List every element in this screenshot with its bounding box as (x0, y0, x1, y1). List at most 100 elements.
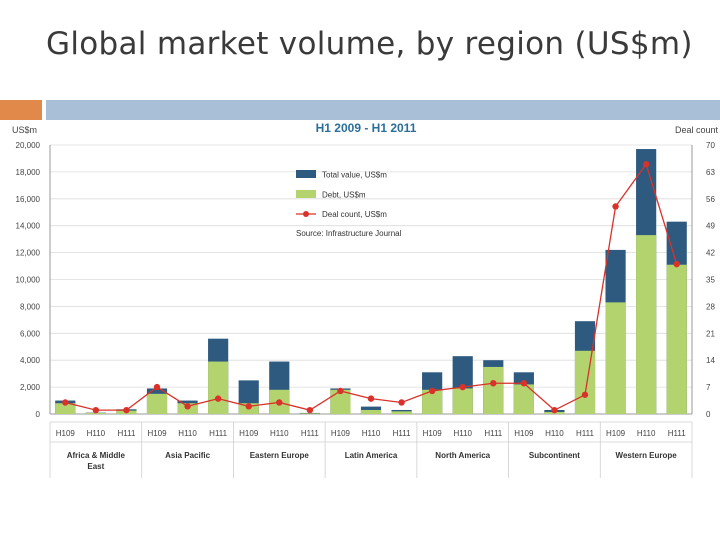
bar-debt (85, 412, 106, 414)
bar-debt (299, 413, 320, 414)
x-tick-label: H109 (423, 429, 443, 438)
bar-debt (391, 411, 412, 414)
y-tick-label: 2,000 (20, 383, 41, 392)
bar-debt (636, 235, 657, 414)
x-tick-label: H111 (484, 429, 502, 438)
point-deal-count (642, 161, 650, 168)
point-deal-count (184, 403, 191, 410)
point-deal-count (459, 383, 466, 391)
x-tick-label: H111 (393, 429, 411, 438)
point-deal-count (62, 399, 69, 406)
point-deal-count (153, 383, 161, 391)
x-tick-label: H111 (209, 429, 227, 438)
bar-debt (574, 350, 596, 414)
bar-debt (452, 388, 473, 414)
bar-debt (146, 393, 168, 414)
y2-tick-label: 42 (706, 249, 715, 258)
x-tick-label: H111 (576, 429, 594, 438)
point-deal-count (490, 380, 497, 387)
point-deal-count (520, 380, 528, 387)
group-label-line-2: East (87, 462, 104, 471)
y-tick-label: 6,000 (20, 329, 41, 338)
y2-tick-label: 14 (706, 356, 715, 365)
x-tick-label: H109 (606, 429, 626, 438)
x-tick-label: H110 (270, 429, 289, 438)
y-tick-label: 8,000 (20, 302, 41, 311)
x-tick-label: H110 (178, 429, 197, 438)
point-deal-count (581, 391, 589, 398)
y-tick-label: 14,000 (16, 222, 41, 231)
legend-swatch-total (296, 170, 316, 178)
point-deal-count (123, 406, 130, 414)
y2-tick-label: 35 (706, 276, 715, 285)
point-deal-count (612, 203, 619, 210)
y2-tick-label: 7 (706, 383, 711, 392)
y2-tick-label: 0 (706, 410, 711, 419)
legend-label-dealcount: Deal count, US$m (322, 210, 387, 219)
x-tick-label: H110 (362, 429, 381, 438)
y2-tick-label: 49 (706, 222, 715, 231)
chart-title: H1 2009 - H1 2011 (316, 121, 417, 135)
accent-bar-blue (46, 100, 720, 120)
bar-debt (666, 264, 687, 414)
x-tick-label: H110 (87, 429, 106, 438)
x-tick-label: H111 (117, 429, 135, 438)
point-deal-count (276, 399, 283, 406)
y2-tick-label: 28 (706, 302, 715, 311)
x-tick-label: H110 (637, 429, 656, 438)
x-tick-label: H111 (668, 429, 686, 438)
x-tick-label: H109 (239, 429, 259, 438)
group-label-line-1: Africa & Middle (67, 451, 126, 460)
x-tick-label: H111 (301, 429, 319, 438)
slide-title: Global market volume, by region (US$m) (46, 26, 693, 62)
group-label: Subcontinent (529, 451, 580, 460)
y2-tick-label: 70 (706, 141, 715, 150)
point-deal-count (551, 406, 558, 414)
x-tick-label: H109 (147, 429, 167, 438)
bar-debt (605, 302, 626, 414)
point-deal-count (428, 387, 436, 395)
bar-debt (483, 366, 504, 414)
bar-debt (360, 409, 382, 414)
legend-swatch-debt (296, 190, 316, 198)
x-tick-label: H109 (514, 429, 534, 438)
group-label: Eastern Europe (250, 451, 310, 460)
x-tick-label: H109 (56, 429, 76, 438)
bar-debt (208, 361, 229, 414)
y-tick-label: 0 (36, 410, 41, 419)
bar-debt (422, 389, 443, 414)
group-label: Western Europe (616, 451, 678, 460)
legend-label-debt: Debt, US$m (322, 191, 366, 200)
y-tick-label: 10,000 (16, 276, 41, 285)
x-tick-label: H110 (545, 429, 564, 438)
y2-tick-label: 21 (706, 329, 715, 338)
group-label: Latin America (345, 451, 398, 460)
y2-axis-label: Deal count (675, 125, 719, 135)
accent-bar-orange (0, 100, 42, 120)
point-deal-count (245, 403, 252, 410)
y-tick-label: 18,000 (16, 168, 41, 177)
group-label: Asia Pacific (165, 451, 210, 460)
bar-debt (55, 403, 76, 414)
bar-debt (513, 384, 534, 414)
group-label: North America (435, 451, 490, 460)
legend-label-total: Total value, US$m (322, 171, 387, 180)
legend-swatch-dealcount-dot (303, 211, 309, 217)
y-tick-label: 20,000 (16, 141, 41, 150)
legend-source-note: Source: Infrastructure Journal (296, 229, 402, 238)
y-tick-label: 4,000 (20, 356, 41, 365)
bar-debt (330, 389, 351, 414)
y-tick-label: 12,000 (16, 249, 41, 258)
y-axis-label: US$m (12, 125, 37, 135)
y2-tick-label: 63 (706, 168, 715, 177)
point-deal-count (367, 395, 375, 402)
point-deal-count (214, 395, 222, 402)
point-deal-count (398, 399, 405, 406)
y-tick-label: 16,000 (16, 195, 41, 204)
x-tick-label: H110 (453, 429, 472, 438)
point-deal-count (673, 260, 680, 268)
x-tick-label: H109 (331, 429, 351, 438)
point-deal-count (306, 406, 314, 414)
point-deal-count (337, 387, 344, 395)
